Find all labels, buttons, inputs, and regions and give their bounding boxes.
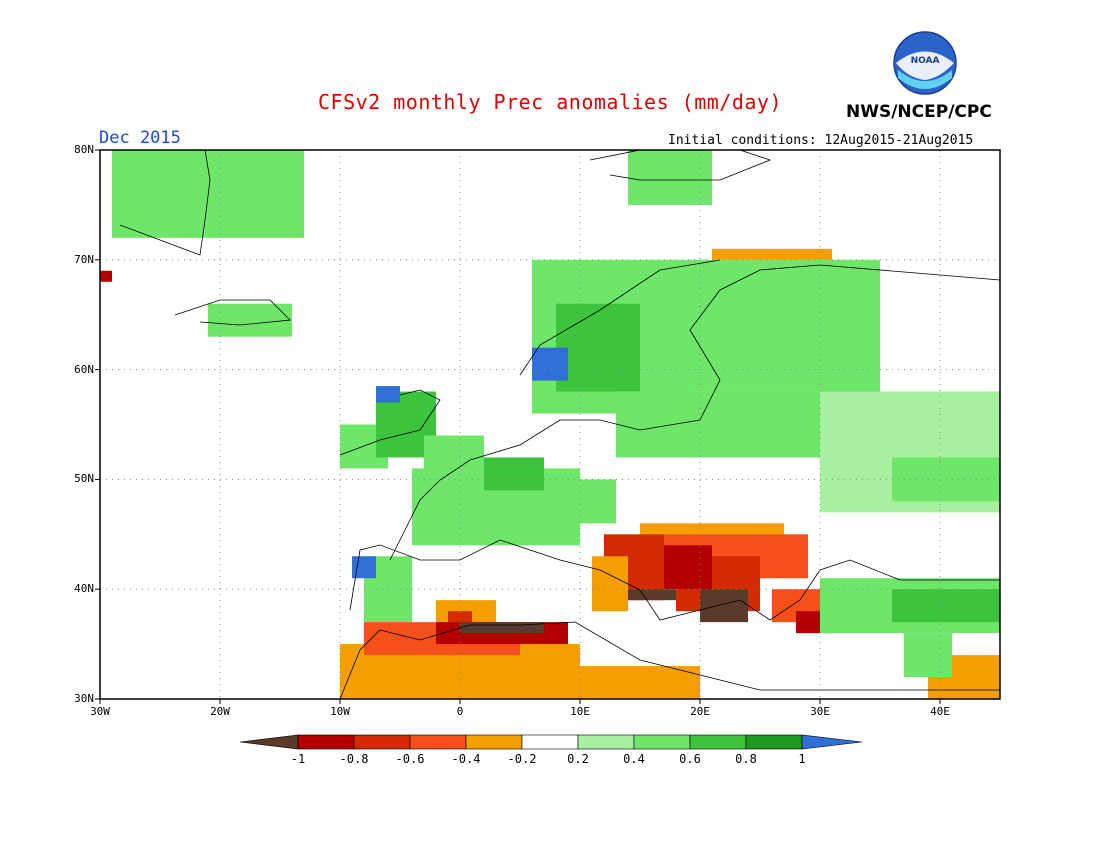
lon-label: 40E xyxy=(930,705,950,718)
noaa-logo-text: NOAA xyxy=(910,56,940,66)
anomaly-cell xyxy=(484,457,544,491)
anomaly-cell xyxy=(208,303,292,337)
noaa-logo xyxy=(893,31,957,95)
lon-label: 30E xyxy=(810,705,830,718)
anomaly-cell xyxy=(664,545,712,590)
coastlines xyxy=(119,150,1000,699)
colorbar-swatch xyxy=(409,734,467,750)
anomaly-cell xyxy=(700,589,748,623)
lat-label: 30N xyxy=(74,692,94,705)
anomaly-cell xyxy=(376,386,400,403)
lon-label: 20W xyxy=(210,705,230,718)
map-frame xyxy=(99,149,1001,700)
colorbar-swatch xyxy=(577,734,635,750)
colorbar-swatch xyxy=(745,734,803,750)
anomaly-cell xyxy=(628,150,712,205)
colorbar-label: -0.8 xyxy=(339,752,369,766)
colorbar-label: -0.6 xyxy=(395,752,425,766)
colorbar xyxy=(239,734,863,750)
colorbar-label: 0.6 xyxy=(679,752,701,766)
colorbar-swatch xyxy=(297,734,355,750)
colorbar-label: -0.4 xyxy=(451,752,481,766)
initial-conditions-label: Initial conditions: 12Aug2015-21Aug2015 xyxy=(668,133,974,148)
colorbar-swatch xyxy=(465,734,523,750)
anomaly-regions xyxy=(100,150,1000,699)
month-label: Dec 2015 xyxy=(99,128,181,148)
anomaly-cell xyxy=(556,303,640,392)
axis-ticks xyxy=(95,149,941,704)
colorbar-arrow-high xyxy=(801,734,863,750)
org-label: NWS/NCEP/CPC xyxy=(846,102,992,122)
anomaly-cell xyxy=(712,248,832,260)
colorbar-label: -1 xyxy=(290,752,306,766)
anomaly-cell xyxy=(532,347,568,381)
lat-label: 70N xyxy=(74,252,94,266)
lon-label: 0 xyxy=(456,705,464,718)
lat-label: 40N xyxy=(74,582,94,596)
anomaly-cell xyxy=(448,611,472,623)
lon-label: 20E xyxy=(690,705,710,718)
colorbar-swatch xyxy=(521,734,579,750)
colorbar-label: 0.2 xyxy=(567,752,589,766)
colorbar-label: 1 xyxy=(798,752,806,766)
colorbar-label: -0.2 xyxy=(507,752,537,766)
colorbar-swatch xyxy=(633,734,691,750)
anomaly-cell xyxy=(628,589,676,601)
anomaly-cell xyxy=(904,633,952,678)
lat-label: 50N xyxy=(74,472,94,486)
lon-label: 10E xyxy=(570,705,590,718)
anomaly-cell xyxy=(460,622,544,634)
lon-label: 10W xyxy=(330,705,350,718)
lon-label: 30W xyxy=(90,705,110,718)
graticule xyxy=(100,150,1000,699)
colorbar-label: 0.4 xyxy=(623,752,645,766)
anomaly-cell xyxy=(688,259,880,392)
colorbar-label: 0.8 xyxy=(735,752,757,766)
colorbar-swatch xyxy=(353,734,411,750)
colorbar-arrow-low xyxy=(239,734,299,750)
colorbar-swatch xyxy=(689,734,747,750)
anomaly-cell xyxy=(580,666,700,699)
anomaly-cell xyxy=(592,556,628,612)
map-title: CFSv2 monthly Prec anomalies (mm/day) xyxy=(317,90,783,114)
anomaly-cell xyxy=(100,270,112,282)
lat-label: 80N xyxy=(74,143,94,156)
anomaly-cell xyxy=(892,589,1000,623)
lat-label: 60N xyxy=(74,362,94,376)
